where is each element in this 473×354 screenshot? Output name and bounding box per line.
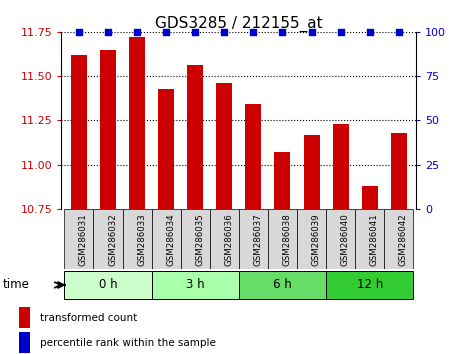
Bar (216, 83, 232, 209)
Point (75, 29, 83, 35)
FancyBboxPatch shape (239, 209, 268, 269)
FancyBboxPatch shape (355, 209, 384, 269)
Point (395, 29, 403, 35)
Point (250, 29, 257, 35)
Bar (274, 152, 290, 209)
Text: time: time (2, 279, 29, 291)
Bar (304, 135, 320, 209)
Point (337, 29, 344, 35)
Text: GSM286035: GSM286035 (195, 214, 204, 267)
Point (133, 29, 141, 35)
FancyBboxPatch shape (64, 209, 94, 269)
Bar (19, 307, 30, 328)
Text: 6 h: 6 h (273, 279, 292, 291)
Text: GSM286039: GSM286039 (312, 214, 321, 266)
Bar (71, 55, 87, 209)
Bar (129, 37, 145, 209)
Point (279, 29, 286, 35)
FancyBboxPatch shape (326, 271, 413, 299)
Point (162, 29, 170, 35)
FancyBboxPatch shape (123, 209, 152, 269)
Text: GSM286034: GSM286034 (166, 214, 175, 267)
Point (308, 29, 315, 35)
Bar (333, 124, 349, 209)
Title: GDS3285 / 212155_at: GDS3285 / 212155_at (155, 16, 323, 32)
FancyBboxPatch shape (64, 271, 152, 299)
Point (366, 29, 374, 35)
Text: GSM286042: GSM286042 (399, 214, 408, 267)
FancyBboxPatch shape (326, 209, 355, 269)
FancyBboxPatch shape (384, 209, 413, 269)
Point (192, 29, 199, 35)
FancyBboxPatch shape (239, 271, 326, 299)
Text: 0 h: 0 h (99, 279, 117, 291)
Text: 3 h: 3 h (186, 279, 204, 291)
Bar (362, 186, 378, 209)
FancyBboxPatch shape (210, 209, 239, 269)
FancyBboxPatch shape (152, 271, 239, 299)
Bar (19, 332, 30, 353)
Point (104, 29, 112, 35)
FancyBboxPatch shape (94, 209, 123, 269)
Bar (391, 133, 407, 209)
Text: GSM286040: GSM286040 (341, 214, 350, 267)
Text: GSM286041: GSM286041 (370, 214, 379, 267)
FancyBboxPatch shape (152, 209, 181, 269)
Text: GSM286031: GSM286031 (79, 214, 88, 267)
Text: GSM286032: GSM286032 (108, 214, 117, 267)
Point (220, 29, 228, 35)
Text: transformed count: transformed count (40, 313, 137, 323)
Text: GSM286033: GSM286033 (137, 214, 146, 267)
Text: GSM286037: GSM286037 (254, 214, 263, 267)
Text: percentile rank within the sample: percentile rank within the sample (40, 338, 216, 348)
FancyBboxPatch shape (297, 209, 326, 269)
Bar (245, 104, 262, 209)
Text: GSM286038: GSM286038 (282, 214, 291, 267)
FancyBboxPatch shape (268, 209, 297, 269)
Bar (158, 88, 174, 209)
Text: 12 h: 12 h (357, 279, 383, 291)
Bar (100, 50, 116, 209)
Bar (187, 65, 203, 209)
FancyBboxPatch shape (181, 209, 210, 269)
Text: GSM286036: GSM286036 (224, 214, 233, 267)
